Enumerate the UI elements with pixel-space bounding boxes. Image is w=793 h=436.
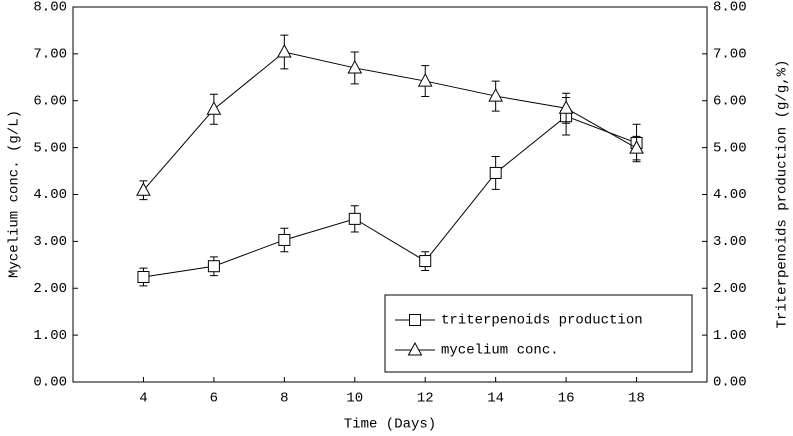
legend-box [384,294,693,373]
y-axis-label: Mycelium conc. (g/L) [7,110,23,278]
legend-label: mycelium conc. [441,343,559,359]
y-tick-label: 6.00 [33,93,67,109]
y2-tick-label: 7.00 [713,47,747,63]
y2-tick-label: 4.00 [713,187,747,203]
data-point [419,255,432,268]
legend-marker [409,314,421,326]
y-tick-label: 0.00 [33,375,67,391]
data-point [276,43,292,58]
data-point [136,182,151,196]
y-tick-label: 2.00 [33,281,67,297]
y-tick-label: 5.00 [33,140,67,156]
x-tick-label: 16 [558,391,575,407]
x-tick-label: 8 [280,391,288,407]
y2-tick-label: 5.00 [713,140,747,156]
data-point [207,260,220,273]
data-point [629,140,644,154]
x-tick-label: 14 [487,391,504,407]
data-point [488,88,504,102]
x-tick-label: 4 [139,391,147,407]
y2-tick-label: 1.00 [713,328,747,344]
x-tick-label: 12 [417,391,434,407]
x-tick-label: 6 [210,391,218,407]
data-point [348,212,361,225]
x-tick-label: 10 [346,391,363,407]
data-point [137,271,150,283]
legend-label: triterpenoids production [441,313,643,329]
y2-axis-label: Triterpenoids production (g/g,%) [775,60,791,329]
y-tick-label: 8.00 [33,0,67,16]
y-tick-label: 1.00 [33,328,67,344]
y2-tick-label: 0.00 [713,375,747,391]
data-point [417,73,433,87]
data-point [206,101,222,115]
data-point [347,59,363,74]
y-tick-label: 3.00 [33,234,67,250]
y2-tick-label: 8.00 [713,0,747,16]
y-tick-label: 7.00 [33,47,67,63]
y2-tick-label: 6.00 [713,93,747,109]
legend-marker [407,341,423,356]
y2-tick-label: 3.00 [713,234,747,250]
y2-tick-label: 2.00 [713,281,747,297]
series-line [143,51,637,191]
y-tick-label: 4.00 [33,187,67,203]
series-line [143,115,637,278]
data-point [278,233,291,246]
data-point [489,166,502,179]
x-tick-label: 18 [628,391,645,407]
data-point [558,100,574,114]
x-axis-label: Time (Days) [344,417,436,433]
